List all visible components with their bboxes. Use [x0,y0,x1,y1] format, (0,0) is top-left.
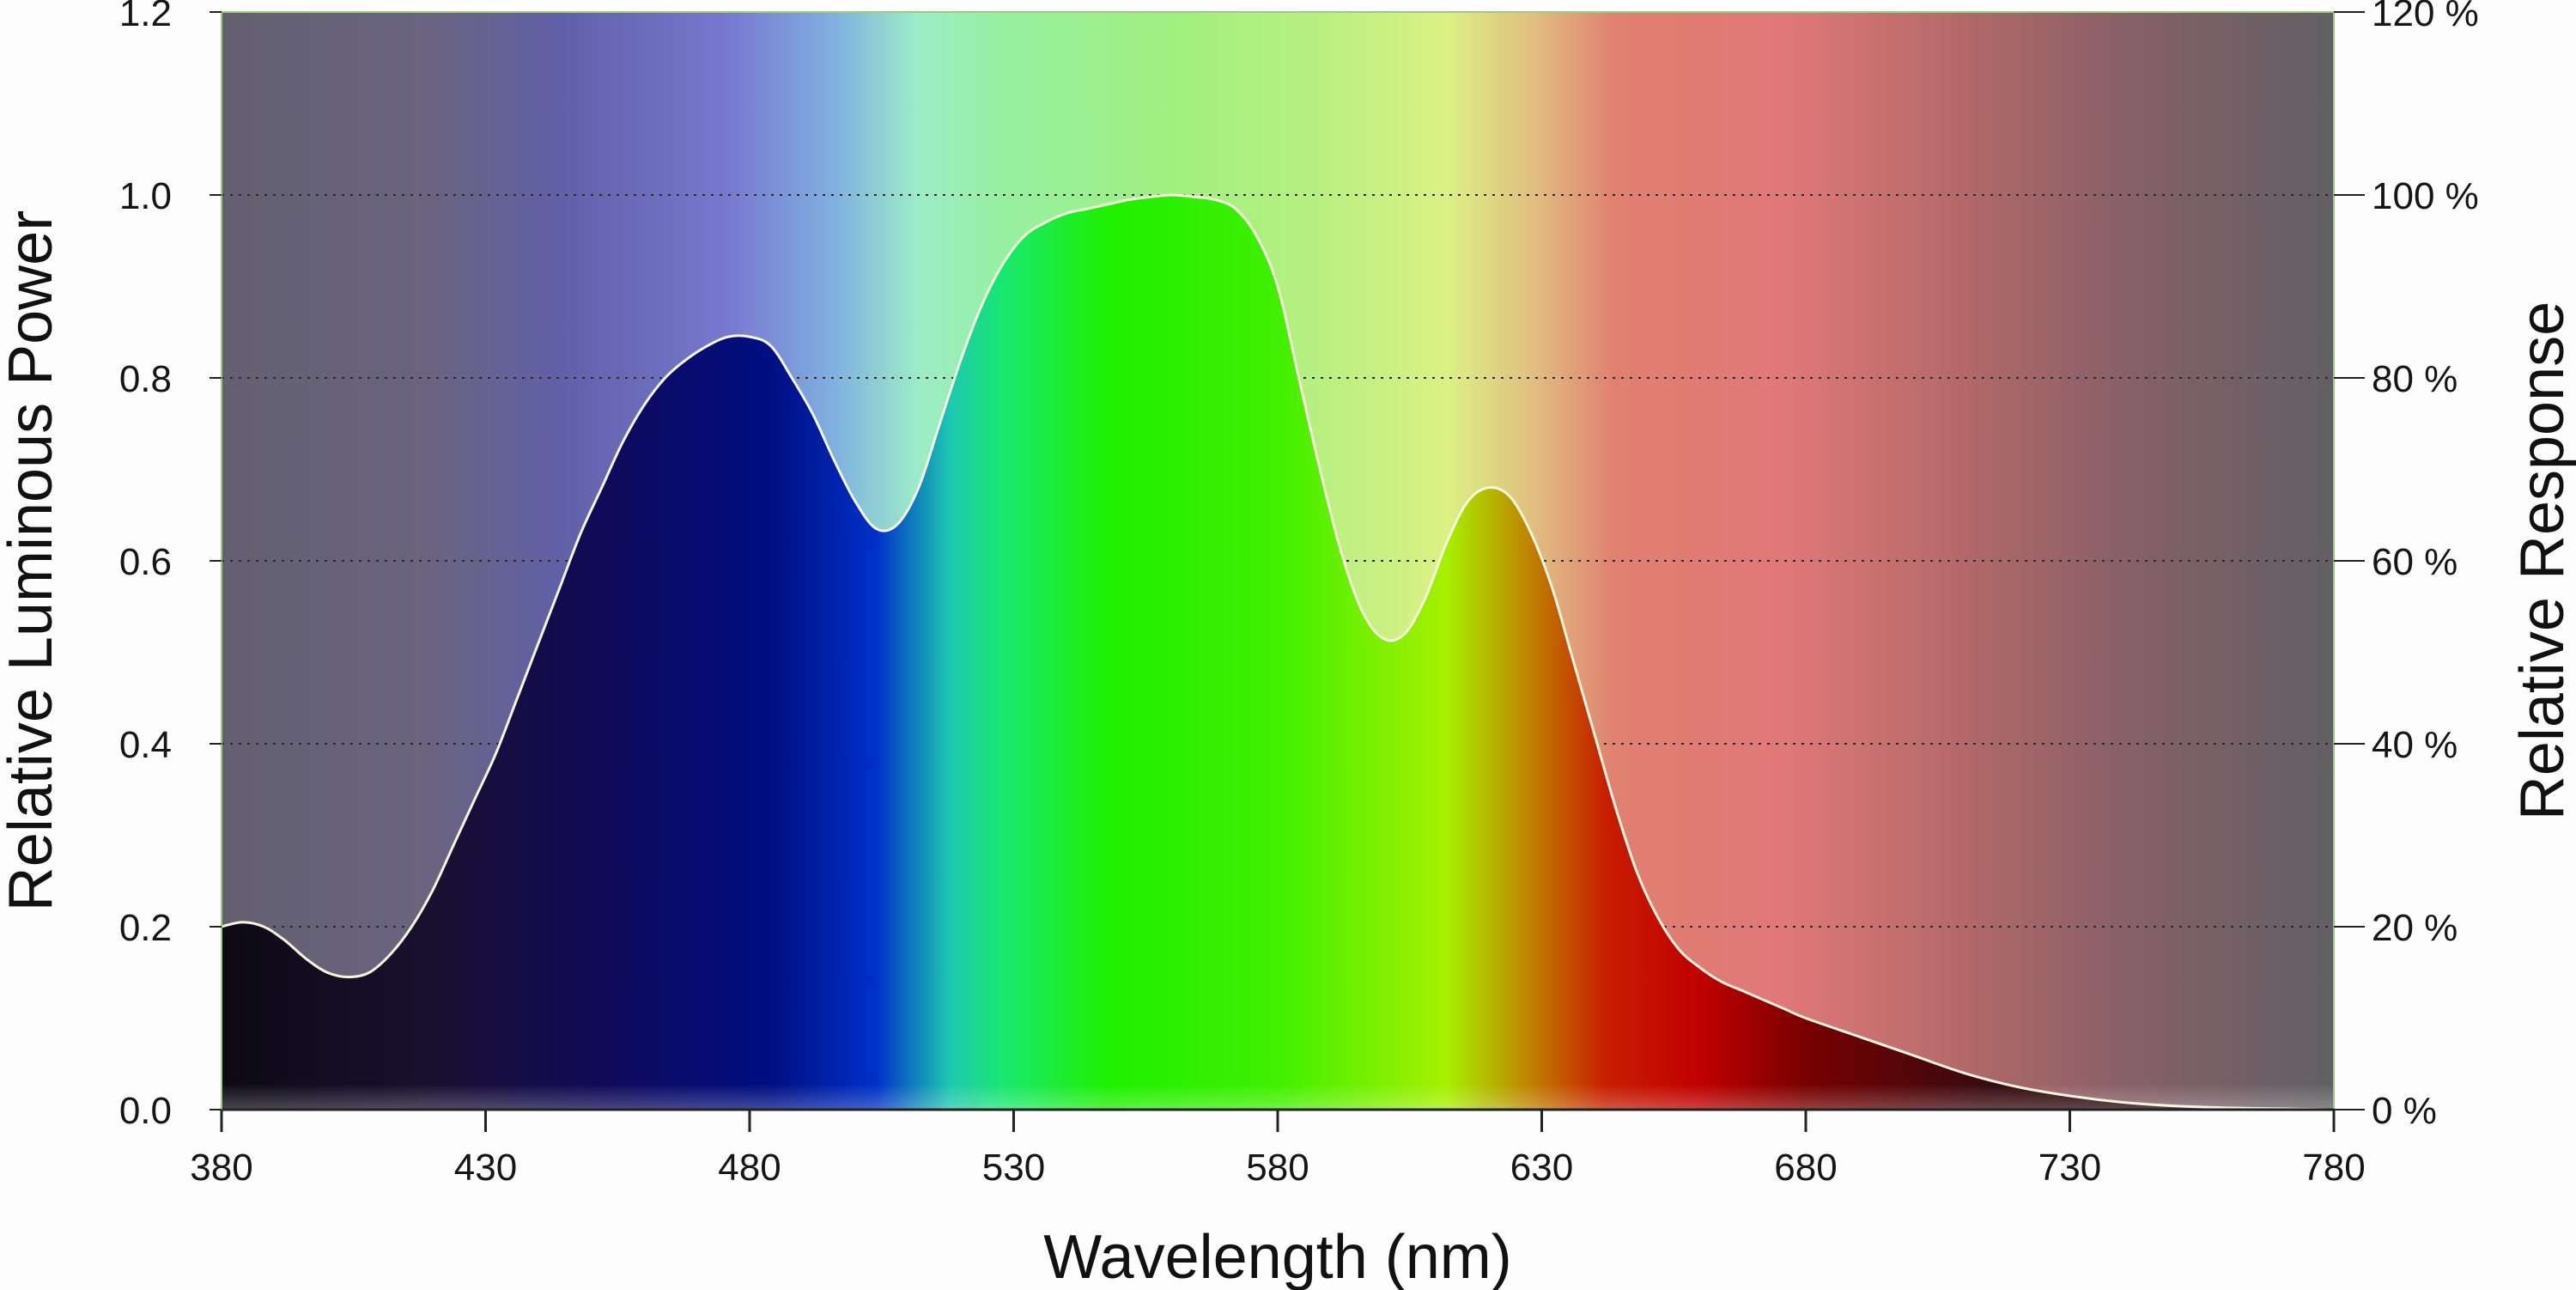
y2-tick-label: 120 % [2372,0,2479,34]
y-axis-title: Relative Luminous Power [0,210,65,911]
y-tick-label: 1.2 [119,0,172,34]
y-tick-label: 0.6 [119,541,172,583]
x-tick-label: 680 [1774,1147,1837,1189]
y-tick-label: 1.0 [119,175,172,217]
bottom-glow [222,1084,2334,1110]
y-tick-label: 0.0 [119,1090,172,1132]
y2-tick-label: 0 % [2372,1090,2437,1132]
x-axis-ticks: 380 430 480 530 580 630 680 730 780 [190,1110,2366,1189]
y2-tick-label: 100 % [2372,175,2479,217]
x-tick-label: 480 [718,1147,781,1189]
y2-tick-label: 60 % [2372,541,2458,583]
x-tick-label: 630 [1510,1147,1573,1189]
y-tick-label: 0.8 [119,358,172,400]
y-tick-label: 0.4 [119,724,172,766]
x-tick-label: 430 [454,1147,517,1189]
y2-axis-title: Relative Response [2508,301,2576,820]
y-tick-label: 0.2 [119,907,172,949]
y2-axis-ticks: 0 % 20 % 40 % 60 % 80 % 100 % 120 % [2334,0,2479,1132]
x-axis-title: Wavelength (nm) [1043,1223,1512,1290]
x-tick-label: 380 [190,1147,252,1189]
y-axis-ticks: 0.0 0.2 0.4 0.6 0.8 1.0 1.2 [119,0,222,1132]
spectrum-curve [221,193,2335,1111]
spectrum-area [222,195,2334,1110]
y2-tick-label: 20 % [2372,907,2458,949]
y2-tick-label: 80 % [2372,358,2458,400]
x-tick-label: 530 [982,1147,1045,1189]
x-tick-label: 730 [2038,1147,2101,1189]
x-tick-label: 580 [1246,1147,1309,1189]
y2-tick-label: 40 % [2372,724,2458,766]
x-tick-label: 780 [2302,1147,2365,1189]
